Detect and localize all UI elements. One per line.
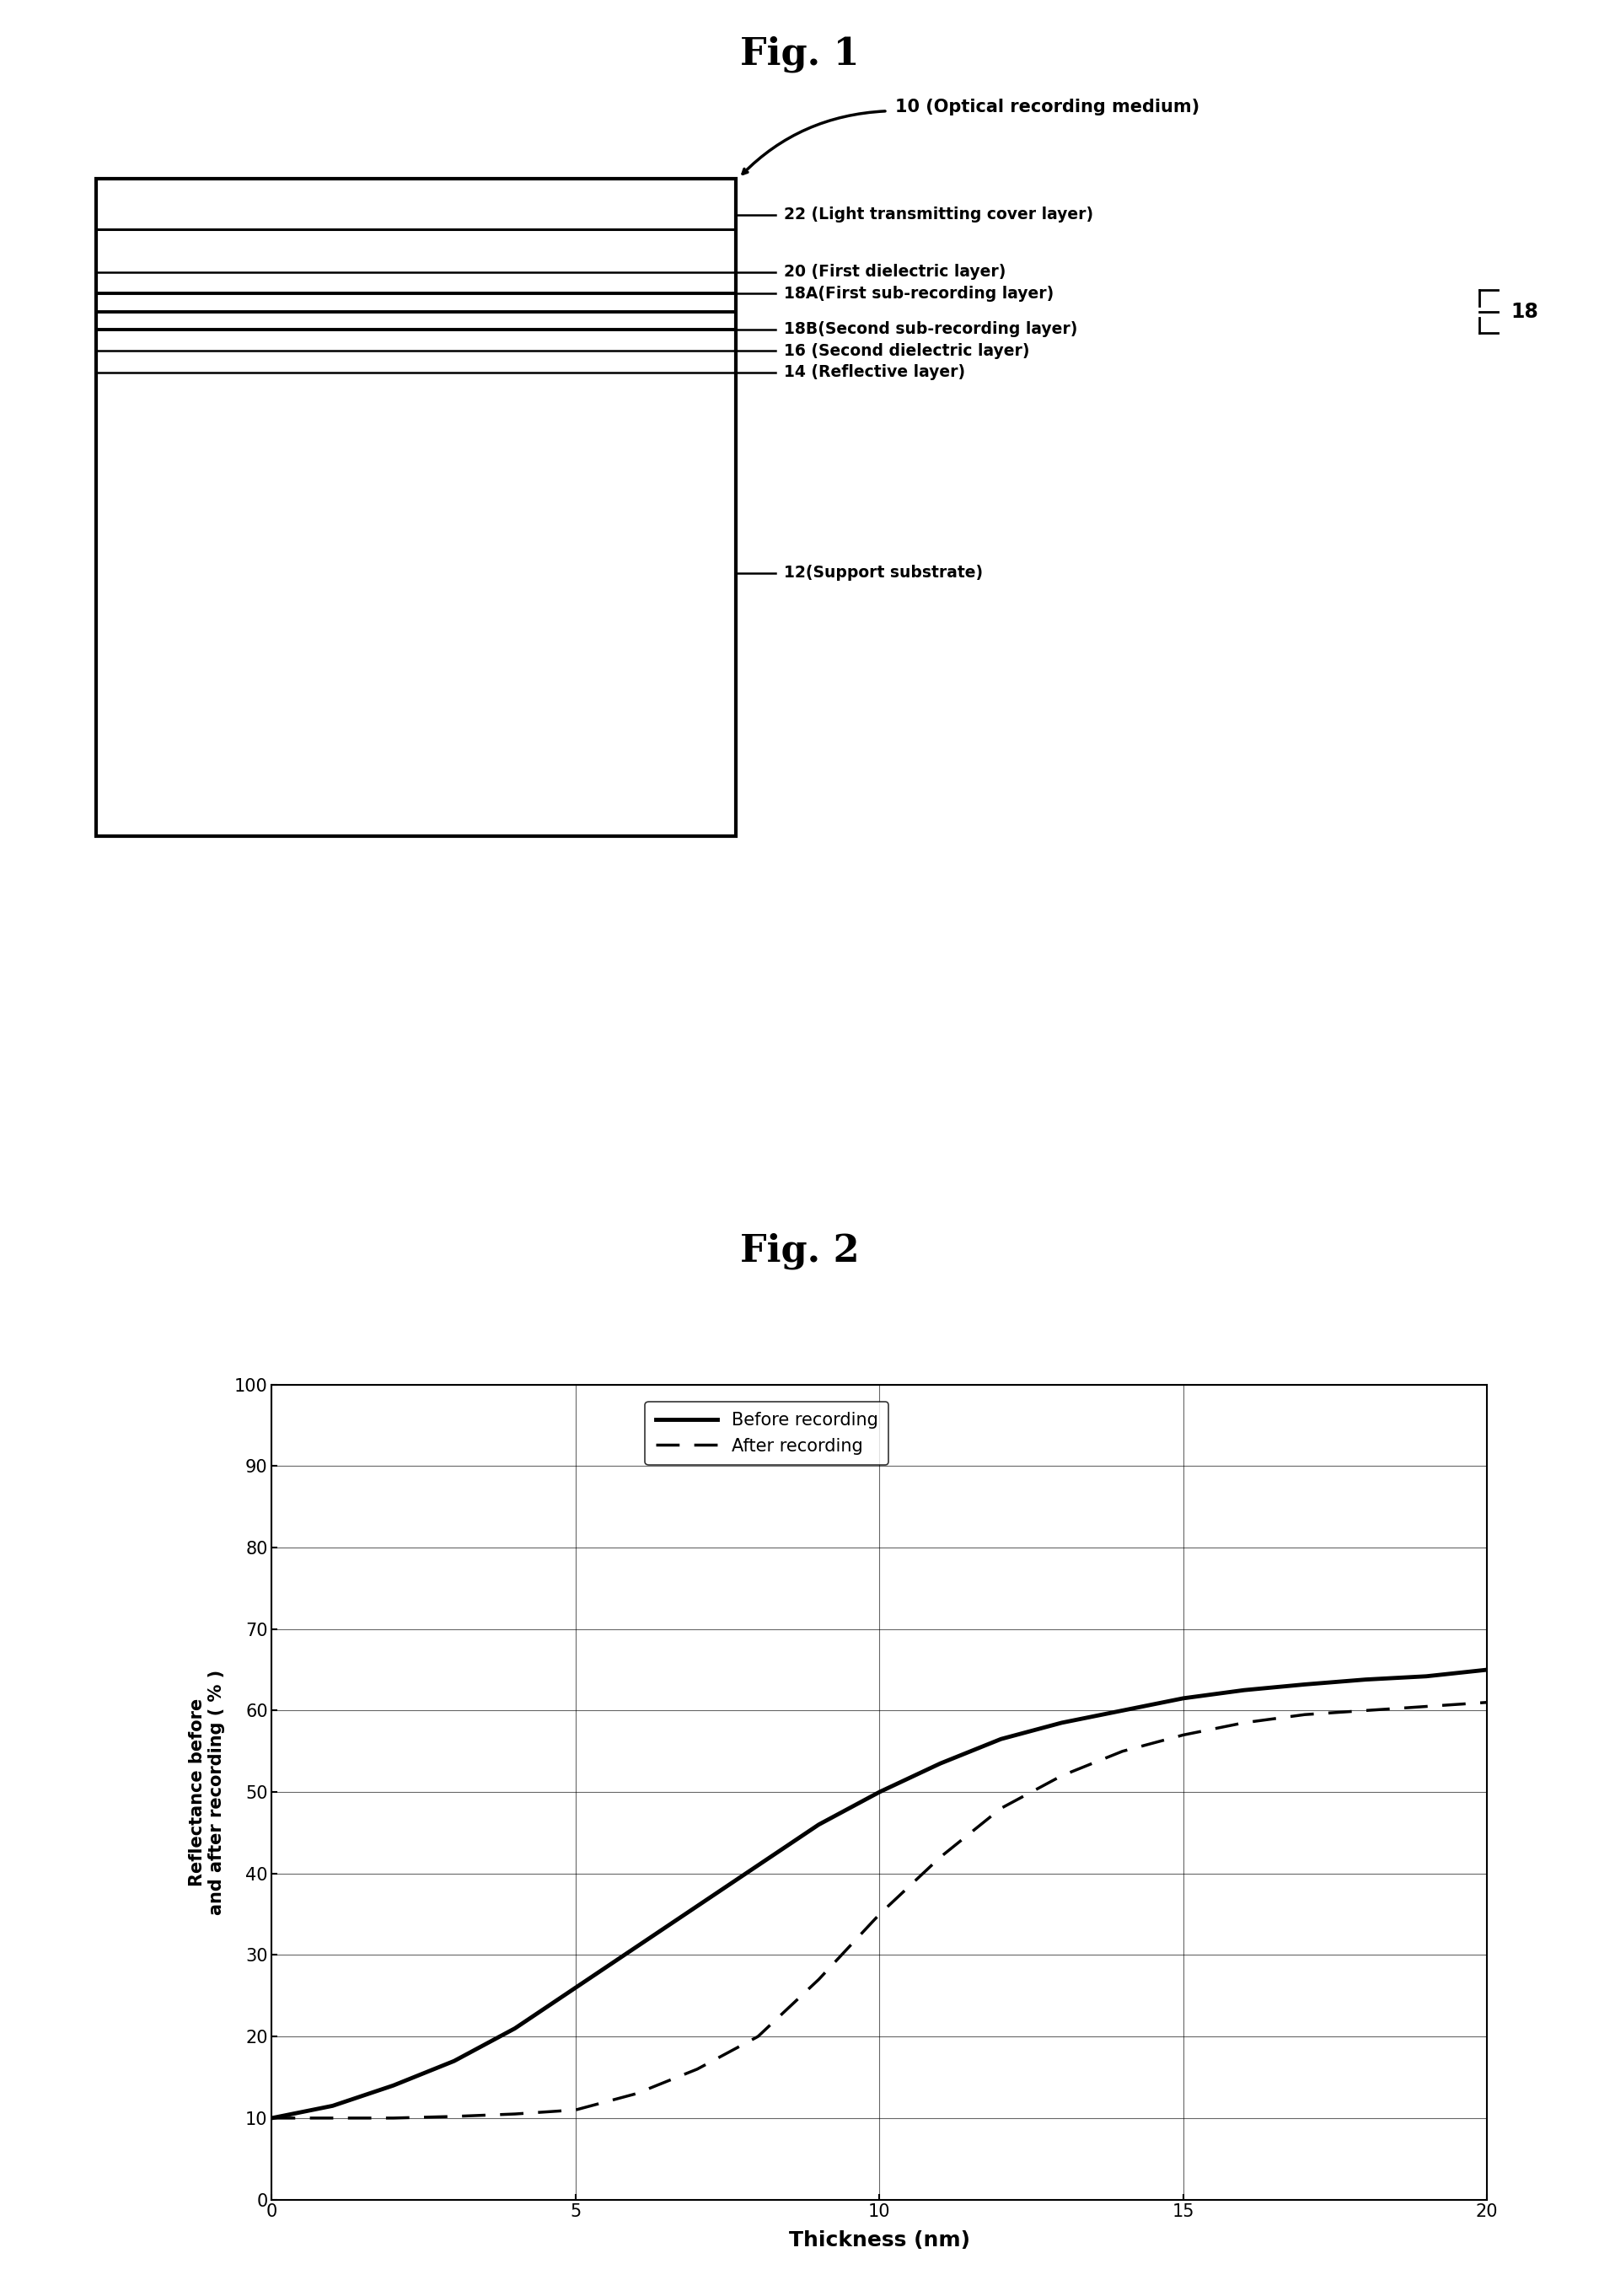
- Before recording: [809, 1812, 828, 1839]
- Text: 10 (Optical recording medium): 10 (Optical recording medium): [895, 99, 1199, 115]
- After recording: [870, 1901, 889, 1929]
- Text: 20 (First dielectric layer): 20 (First dielectric layer): [784, 264, 1006, 280]
- X-axis label: Thickness (nm): Thickness (nm): [788, 2229, 971, 2250]
- After recording: [1052, 1761, 1071, 1789]
- After recording: [1234, 1708, 1254, 1736]
- After recording: [1356, 1697, 1375, 1724]
- Before recording: [1174, 1685, 1193, 1713]
- After recording: [384, 2103, 403, 2131]
- After recording: [1174, 1722, 1193, 1750]
- Before recording: [1356, 1667, 1375, 1694]
- After recording: [748, 2023, 768, 2050]
- Legend: Before recording, After recording: Before recording, After recording: [644, 1401, 889, 1465]
- Before recording: [384, 2071, 403, 2099]
- Before recording: [1052, 1708, 1071, 1736]
- Text: Fig. 2: Fig. 2: [740, 1233, 859, 1270]
- After recording: [1113, 1738, 1132, 1766]
- Before recording: [1113, 1697, 1132, 1724]
- After recording: [1417, 1692, 1436, 1720]
- Line: Before recording: Before recording: [272, 1669, 1487, 2117]
- Before recording: [505, 2014, 524, 2041]
- Before recording: [688, 1892, 707, 1919]
- Text: 12(Support substrate): 12(Support substrate): [784, 565, 982, 581]
- Before recording: [931, 1750, 950, 1777]
- Before recording: [870, 1777, 889, 1805]
- After recording: [931, 1844, 950, 1871]
- Before recording: [1234, 1676, 1254, 1704]
- After recording: [627, 2080, 646, 2108]
- After recording: [262, 2103, 281, 2131]
- Before recording: [566, 1975, 585, 2002]
- After recording: [1295, 1701, 1314, 1729]
- Text: 16 (Second dielectric layer): 16 (Second dielectric layer): [784, 342, 1030, 358]
- After recording: [505, 2101, 524, 2128]
- Before recording: [748, 1851, 768, 1878]
- Before recording: [991, 1724, 1011, 1752]
- Text: 18A(First sub-recording layer): 18A(First sub-recording layer): [784, 285, 1054, 301]
- Before recording: [445, 2048, 464, 2076]
- Text: 14 (Reflective layer): 14 (Reflective layer): [784, 365, 964, 381]
- Before recording: [1295, 1671, 1314, 1699]
- After recording: [1477, 1688, 1497, 1715]
- After recording: [566, 2096, 585, 2124]
- After recording: [323, 2103, 342, 2131]
- After recording: [445, 2103, 464, 2131]
- Text: 22 (Light transmitting cover layer): 22 (Light transmitting cover layer): [784, 207, 1094, 223]
- Before recording: [262, 2103, 281, 2131]
- Text: Fig. 1: Fig. 1: [740, 37, 859, 73]
- Before recording: [627, 1933, 646, 1961]
- Before recording: [1477, 1655, 1497, 1683]
- Before recording: [1417, 1662, 1436, 1690]
- Before recording: [323, 2092, 342, 2119]
- Text: 18: 18: [1511, 301, 1538, 321]
- Text: 18B(Second sub-recording layer): 18B(Second sub-recording layer): [784, 321, 1078, 338]
- Y-axis label: Reflectance before
and after recording ( % ): Reflectance before and after recording (…: [189, 1669, 225, 1915]
- After recording: [991, 1795, 1011, 1823]
- After recording: [688, 2055, 707, 2082]
- Line: After recording: After recording: [272, 1701, 1487, 2117]
- After recording: [809, 1965, 828, 1993]
